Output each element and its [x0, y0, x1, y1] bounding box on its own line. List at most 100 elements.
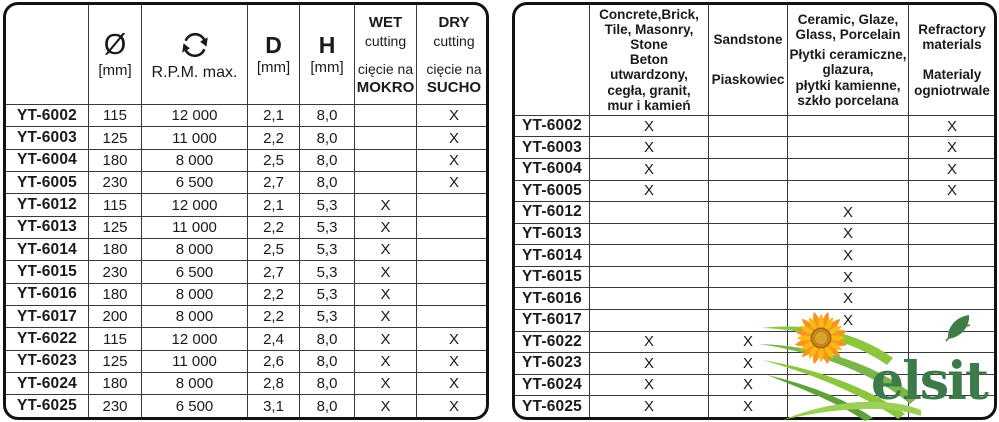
dia-cell: 180: [88, 282, 142, 307]
table-row: YT-6015 X: [515, 265, 994, 289]
ceramic-cell: [787, 157, 909, 181]
dia-cell: 230: [88, 394, 142, 417]
sandstone-cell: [708, 136, 788, 159]
dry-cell: X: [416, 103, 486, 128]
model-cell: YT-6012: [515, 201, 590, 224]
dia-cell: 115: [88, 103, 142, 128]
refractory-cell: X: [908, 179, 994, 203]
table-row: YT-6005 230 6 500 2,7 8,0 X: [6, 171, 486, 195]
table-row: YT-6004 X X: [515, 157, 994, 181]
ceramic-column-header: Ceramic, Glaze, Glass, Porcelain Płytki …: [787, 5, 909, 116]
table-row: YT-6015 230 6 500 2,7 5,3 X: [6, 260, 486, 284]
refractory-label-pl: Materialy ogniotrwale: [914, 67, 990, 98]
table-row: YT-6017 200 8 000 2,2 5,3 X: [6, 305, 486, 329]
rpm-cell: 8 000: [141, 148, 248, 173]
rpm-column-header: R.P.M. max.: [141, 5, 248, 105]
dry-subtitle: cutting: [433, 32, 475, 49]
table-row: YT-6013 X: [515, 222, 994, 246]
h-cell: 8,0: [299, 394, 355, 417]
rpm-cell: 8 000: [141, 238, 248, 262]
model-cell: YT-6014: [515, 244, 590, 267]
d-cell: 2,5: [247, 148, 300, 173]
ceramic-cell: [787, 136, 909, 159]
model-cell: YT-6004: [515, 157, 590, 181]
sandstone-cell: [708, 265, 788, 289]
wet-cell: [354, 126, 417, 150]
concrete-cell: [589, 222, 709, 246]
dry-cell: [416, 282, 486, 307]
refractory-cell: [908, 265, 994, 289]
model-cell: YT-6014: [6, 238, 89, 262]
model-cell: YT-6024: [6, 372, 89, 396]
d-cell: 2,2: [247, 282, 300, 307]
ceramic-cell: X: [787, 265, 909, 289]
dry-pl-word: SUCHO: [426, 78, 482, 96]
dia-cell: 125: [88, 349, 142, 374]
ceramic-cell: [787, 114, 909, 138]
rpm-cell: 11 000: [141, 349, 248, 374]
rpm-cell: 8 000: [141, 282, 248, 307]
rpm-cell: 12 000: [141, 103, 248, 128]
concrete-cell: X: [589, 330, 709, 354]
concrete-cell: X: [589, 395, 709, 417]
d-column-header: D [mm]: [247, 5, 300, 105]
logo-text: elsit: [871, 351, 989, 412]
ceramic-cell: X: [787, 201, 909, 224]
sandstone-cell: [708, 157, 788, 181]
sandstone-cell: [708, 287, 788, 310]
rpm-cell: 6 500: [141, 171, 248, 195]
model-cell: YT-6023: [6, 349, 89, 374]
concrete-label-pl: Beton utwardzony, cegła, granit, mur i k…: [607, 52, 691, 113]
diameter-column-header: Ø [mm]: [88, 5, 142, 105]
h-cell: 5,3: [299, 193, 355, 217]
wet-column-header: WET cutting cięcie na MOKRO: [354, 5, 417, 105]
dia-cell: 125: [88, 215, 142, 240]
table-row: YT-6013 125 11 000 2,2 5,3 X: [6, 215, 486, 240]
table-row: YT-6012 X: [515, 201, 994, 224]
wet-pl-word: MOKRO: [356, 78, 415, 96]
ceramic-cell: X: [787, 244, 909, 267]
refractory-cell: [908, 222, 994, 246]
model-cell: YT-6025: [515, 395, 590, 417]
table-row: YT-6022 115 12 000 2,4 8,0 X X: [6, 327, 486, 351]
model-cell: YT-6002: [515, 114, 590, 138]
rpm-cell: 6 500: [141, 394, 248, 417]
sandstone-cell: [708, 179, 788, 203]
concrete-cell: [589, 287, 709, 310]
wet-cell: [354, 171, 417, 195]
sandstone-cell: [708, 222, 788, 246]
dia-cell: 125: [88, 126, 142, 150]
wet-cell: X: [354, 327, 417, 351]
model-column-header: [6, 5, 89, 105]
d-label: D: [265, 32, 282, 58]
rpm-cell: 11 000: [141, 215, 248, 240]
diameter-symbol: Ø: [103, 29, 127, 61]
concrete-column-header: Concrete,Brick, Tile, Masonry, Stone Bet…: [589, 5, 709, 116]
dry-cell: [416, 238, 486, 262]
refractory-cell: [908, 201, 994, 224]
leaf-icon: [945, 315, 971, 342]
table-row: YT-6016 180 8 000 2,2 5,3 X: [6, 282, 486, 307]
materials-table: Concrete,Brick, Tile, Masonry, Stone Bet…: [515, 5, 994, 417]
concrete-cell: X: [589, 352, 709, 375]
ceramic-cell: [787, 179, 909, 203]
sandstone-cell: [708, 201, 788, 224]
refractory-cell: X: [908, 157, 994, 181]
table-row: YT-6002 X X: [515, 114, 994, 138]
table-row: YT-6003 125 11 000 2,2 8,0 X: [6, 126, 486, 150]
wet-cell: [354, 148, 417, 173]
dimensions-table: Ø [mm] R.P.M. max.: [6, 5, 486, 417]
model-cell: YT-6012: [6, 193, 89, 217]
dry-column-header: DRY cutting cięcie na SUCHO: [416, 5, 486, 105]
d-cell: 2,4: [247, 327, 300, 351]
d-unit: [mm]: [256, 59, 291, 76]
rpm-cell: 8 000: [141, 372, 248, 396]
d-cell: 2,1: [247, 193, 300, 217]
dry-cell: X: [416, 126, 486, 150]
h-cell: 8,0: [299, 171, 355, 195]
d-cell: 2,7: [247, 260, 300, 284]
refractory-column-header: Refractory materials Materialy ogniotrwa…: [908, 5, 994, 116]
dry-cell: [416, 193, 486, 217]
rpm-cell: 12 000: [141, 193, 248, 217]
model-column-header: [515, 5, 590, 116]
